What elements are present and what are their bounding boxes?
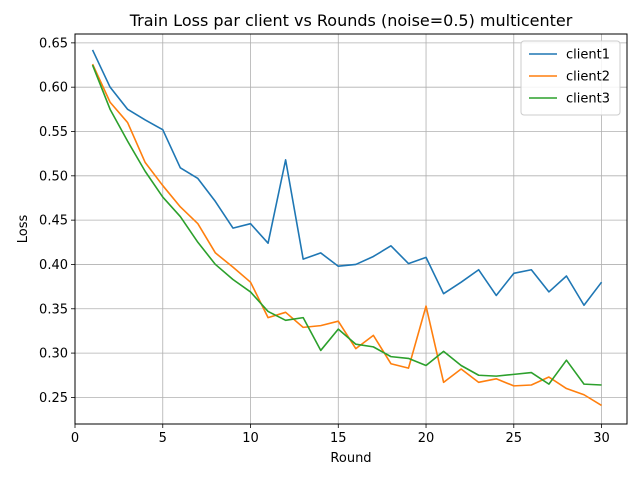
y-tick-label: 0.45 — [39, 214, 68, 229]
x-axis-ticks: 0 5 10 15 20 25 30 — [71, 424, 610, 446]
series-lines — [91, 49, 603, 407]
y-tick-label: 0.55 — [39, 125, 68, 140]
y-tick-label: 0.65 — [39, 36, 68, 51]
legend-label: client1 — [566, 48, 610, 63]
legend-label: client3 — [566, 92, 610, 107]
legend-box — [520, 40, 621, 116]
x-tick-label: 30 — [593, 431, 610, 446]
x-tick-label: 25 — [506, 431, 523, 446]
x-tick-label: 10 — [242, 431, 259, 446]
legend: client1 client2 client3 — [520, 40, 621, 116]
y-axis-label: Loss — [16, 215, 31, 244]
series-line-client3 — [91, 64, 602, 386]
x-axis-label: Round — [330, 451, 371, 466]
y-tick-label: 0.35 — [39, 302, 68, 317]
y-axis-ticks: 0.25 0.30 0.35 0.40 0.45 0.50 0.55 0.60 0.65 — [39, 36, 75, 406]
series-line-client1 — [91, 49, 603, 307]
y-tick-label: 0.30 — [39, 347, 68, 362]
y-tick-label: 0.50 — [39, 169, 68, 184]
x-tick-label: 5 — [159, 431, 167, 446]
x-tick-label: 15 — [330, 431, 347, 446]
chart-title: Train Loss par client vs Rounds (noise=0… — [129, 11, 573, 30]
y-tick-label: 0.25 — [39, 391, 68, 406]
legend-label: client2 — [566, 70, 610, 85]
y-tick-label: 0.60 — [39, 81, 68, 96]
x-tick-label: 20 — [418, 431, 435, 446]
x-tick-label: 0 — [71, 431, 79, 446]
series-line-client2 — [91, 63, 602, 407]
y-tick-label: 0.40 — [39, 258, 68, 273]
plot-frame — [74, 33, 628, 425]
